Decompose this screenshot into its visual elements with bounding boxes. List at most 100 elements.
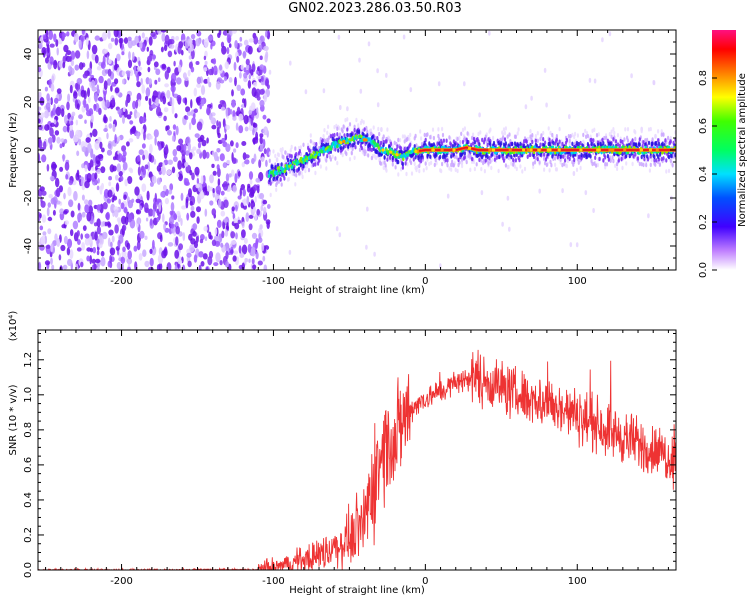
signal-halo <box>610 129 613 134</box>
signal-core <box>267 174 271 178</box>
noise-blob <box>212 170 217 176</box>
signal-halo <box>466 139 469 145</box>
noise-blob <box>264 53 268 63</box>
noise-blob <box>81 146 87 153</box>
noise-blob <box>91 44 98 55</box>
signal-halo <box>299 145 302 150</box>
noise-blob <box>225 173 230 182</box>
signal-halo <box>619 138 622 144</box>
noise-blob <box>110 241 113 248</box>
noise-blob <box>243 160 250 165</box>
signal-halo <box>320 142 323 148</box>
noise-blob <box>122 161 128 171</box>
noise-blob <box>110 37 115 42</box>
noise-blob <box>166 125 170 131</box>
noise-blob <box>97 96 103 102</box>
snr-axes: -200 -100 0 100 0.0 0.2 0.4 0.6 0.8 1.0 1.2 <box>23 330 676 587</box>
noise-blob <box>170 72 177 83</box>
signal-halo <box>660 132 663 137</box>
noise-blob <box>116 53 121 62</box>
signal-halo <box>336 132 339 137</box>
noise-blob <box>92 153 96 164</box>
noise-blob <box>138 253 143 261</box>
noise-blob <box>49 43 55 48</box>
noise-blob <box>137 166 141 176</box>
signal-halo <box>479 130 482 135</box>
signal-halo <box>361 128 364 133</box>
signal-halo <box>575 167 579 172</box>
noise-blob <box>155 198 162 203</box>
signal-halo <box>400 150 404 155</box>
noise-blob <box>588 77 592 83</box>
noise-blob <box>209 200 214 206</box>
signal-halo <box>459 140 462 145</box>
noise-blob <box>41 190 47 196</box>
noise-blob <box>182 232 186 241</box>
noise-blob <box>95 155 101 165</box>
signal-halo <box>617 158 621 163</box>
signal-halo <box>280 150 283 155</box>
signal-halo <box>378 131 381 137</box>
noise-blob <box>224 61 229 70</box>
signal-halo <box>542 137 545 142</box>
noise-blob <box>171 105 175 115</box>
signal-halo <box>341 152 344 158</box>
y-tick-label: 0 <box>23 147 34 153</box>
noise-blob <box>46 207 50 217</box>
noise-blob <box>265 30 268 38</box>
signal-halo <box>555 137 559 143</box>
noise-blob <box>148 98 152 107</box>
signal-halo <box>523 139 526 144</box>
signal-halo <box>667 135 670 141</box>
signal-halo <box>607 141 611 147</box>
noise-blob <box>82 225 87 232</box>
signal-halo <box>665 169 668 174</box>
noise-blob <box>112 165 117 172</box>
noise-blob <box>289 60 292 66</box>
noise-blob <box>123 206 128 214</box>
signal-halo <box>450 167 453 172</box>
noise-blob <box>173 213 178 221</box>
noise-blob <box>135 198 141 204</box>
signal-peak <box>608 148 612 152</box>
signal-halo <box>426 132 429 137</box>
noise-blob <box>93 104 97 112</box>
noise-blob <box>190 44 194 52</box>
noise-blob <box>225 143 231 152</box>
signal-halo <box>379 161 383 166</box>
signal-halo <box>577 141 580 147</box>
signal-halo <box>487 161 490 166</box>
signal-halo <box>586 142 590 147</box>
noise-blob <box>250 69 254 76</box>
signal-peak <box>395 153 399 157</box>
noise-blob <box>142 167 147 176</box>
noise-blob <box>78 62 84 70</box>
noise-blob <box>247 45 253 55</box>
noise-blob <box>241 162 245 168</box>
noise-blob <box>50 257 53 265</box>
noise-blob <box>200 234 205 241</box>
noise-blob <box>60 244 66 252</box>
noise-blob <box>44 124 50 131</box>
noise-blob <box>204 236 208 241</box>
noise-blob <box>195 96 201 104</box>
noise-blob <box>259 142 264 151</box>
noise-blob <box>81 194 85 201</box>
signal-halo <box>582 132 585 138</box>
noise-blob <box>76 247 82 252</box>
noise-blob <box>176 94 182 103</box>
signal-halo <box>485 139 488 144</box>
noise-blob <box>593 78 597 84</box>
signal-halo <box>443 154 446 159</box>
noise-blob <box>163 44 168 52</box>
noise-blob <box>73 32 79 43</box>
y-tick-label: 1.0 <box>23 387 34 403</box>
noise-blob <box>118 198 121 205</box>
signal-halo <box>289 148 292 153</box>
noise-blob <box>245 58 250 66</box>
noise-blob <box>152 208 156 218</box>
noise-blob <box>127 176 133 184</box>
noise-blob <box>185 115 189 121</box>
signal-halo <box>632 154 635 159</box>
noise-blob <box>241 244 248 255</box>
